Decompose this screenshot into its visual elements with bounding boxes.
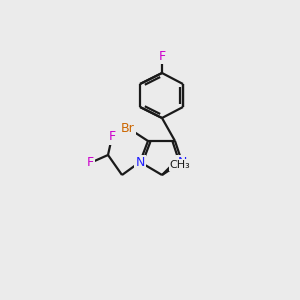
Text: N: N (177, 155, 187, 169)
Text: F: F (86, 157, 94, 169)
Text: N: N (135, 155, 145, 169)
Text: Br: Br (121, 122, 135, 134)
Text: F: F (108, 130, 116, 143)
Text: CH₃: CH₃ (169, 160, 190, 170)
Text: F: F (158, 50, 166, 62)
